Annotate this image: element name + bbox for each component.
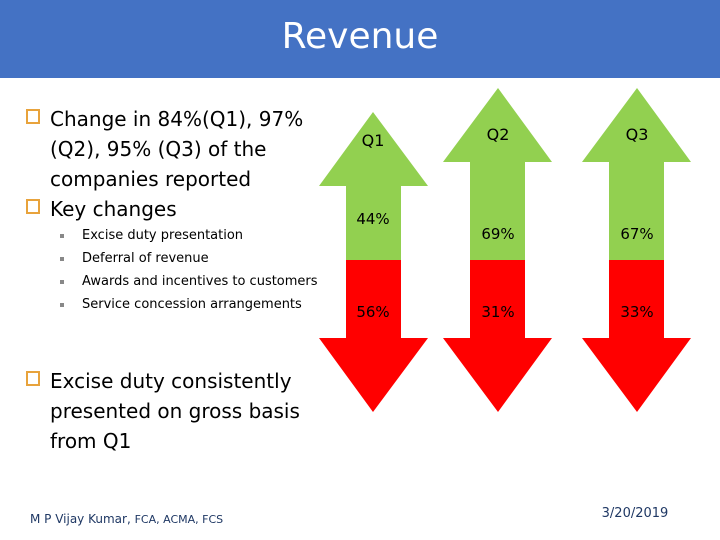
footer-date: 3/20/2019 bbox=[601, 506, 669, 521]
title-bar bbox=[0, 0, 720, 78]
q3-up-arrow-icon bbox=[582, 88, 691, 260]
sub-bullet-text: Awards and incentives to customers bbox=[82, 274, 318, 289]
q1-up-pct: 44% bbox=[356, 210, 389, 228]
q3-down-pct: 33% bbox=[620, 303, 653, 321]
q2-label: Q2 bbox=[487, 125, 510, 144]
author-name: M P Vijay Kumar, bbox=[30, 512, 131, 526]
q3-down-arrow-icon bbox=[582, 260, 691, 412]
q1-label: Q1 bbox=[362, 131, 385, 150]
bullet-change-text: Change in 84%(Q1), 97% (Q2), 95% (Q3) of… bbox=[50, 107, 304, 191]
sub-bullet: Deferral of revenue bbox=[26, 249, 326, 268]
q3-up-pct: 67% bbox=[620, 225, 653, 243]
footer-author: M P Vijay Kumar, FCA, ACMA, FCS bbox=[30, 512, 223, 526]
q1-down-pct: 56% bbox=[356, 303, 389, 321]
square-bullet-icon bbox=[60, 234, 64, 238]
bullet-change: Change in 84%(Q1), 97% (Q2), 95% (Q3) of… bbox=[26, 104, 326, 194]
quarter-q3: Q3 67% 33% bbox=[582, 88, 691, 412]
checkbox-bullet-icon bbox=[26, 199, 40, 214]
q3-label: Q3 bbox=[626, 125, 649, 144]
sub-bullet-text: Deferral of revenue bbox=[82, 251, 209, 266]
q2-up-arrow-icon bbox=[443, 88, 552, 260]
square-bullet-icon bbox=[60, 280, 64, 284]
q2-up-pct: 69% bbox=[481, 225, 514, 243]
sub-bullet-text: Service concession arrangements bbox=[82, 297, 302, 312]
bullet-excise-duty-text: Excise duty consistently presented on gr… bbox=[50, 369, 300, 453]
q1-up-arrow-icon bbox=[319, 112, 428, 260]
checkbox-bullet-icon bbox=[26, 109, 40, 124]
sub-bullet-text: Excise duty presentation bbox=[82, 228, 244, 243]
bullet-key-changes-text: Key changes bbox=[50, 197, 177, 221]
sub-bullet: Awards and incentives to customers bbox=[26, 272, 326, 291]
bullet-excise-duty: Excise duty consistently presented on gr… bbox=[26, 366, 350, 456]
q2-down-arrow-icon bbox=[443, 260, 552, 412]
checkbox-bullet-icon bbox=[26, 371, 40, 386]
q1-down-arrow-icon bbox=[319, 260, 428, 412]
sub-bullet: Service concession arrangements bbox=[26, 295, 326, 314]
quarter-q1: Q1 44% 56% bbox=[319, 112, 428, 412]
slide-title: Revenue bbox=[281, 16, 439, 57]
bullet-key-changes: Key changes bbox=[26, 194, 326, 224]
author-credentials: FCA, ACMA, FCS bbox=[134, 513, 224, 526]
sub-bullet: Excise duty presentation bbox=[26, 226, 326, 245]
quarter-q2: Q2 69% 31% bbox=[443, 88, 552, 412]
square-bullet-icon bbox=[60, 303, 64, 307]
square-bullet-icon bbox=[60, 257, 64, 261]
q2-down-pct: 31% bbox=[481, 303, 514, 321]
bullet-list: Change in 84%(Q1), 97% (Q2), 95% (Q3) of… bbox=[26, 104, 326, 318]
